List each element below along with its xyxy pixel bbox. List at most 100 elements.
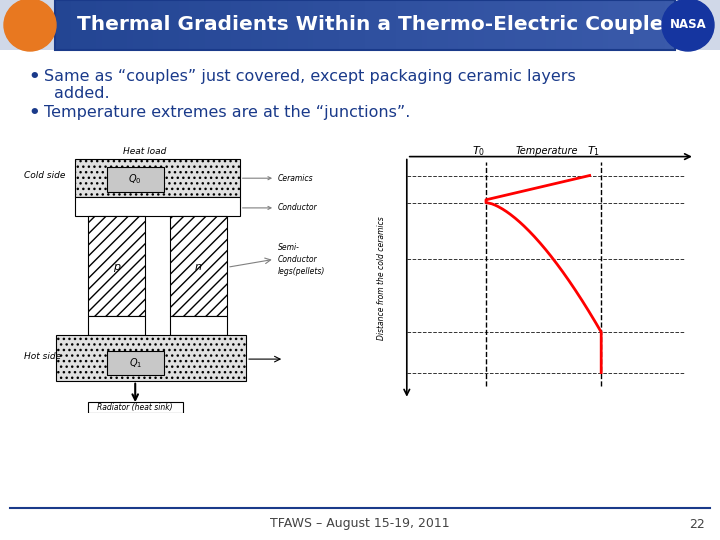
Bar xyxy=(334,0,339,50)
Bar xyxy=(225,0,230,50)
Bar xyxy=(96,0,102,50)
Bar xyxy=(282,0,287,50)
Bar xyxy=(75,159,240,197)
Bar xyxy=(194,0,199,50)
Text: Temperature: Temperature xyxy=(516,146,578,156)
Bar xyxy=(556,0,562,50)
Text: Same as “couples” just covered, except packaging ceramic layers: Same as “couples” just covered, except p… xyxy=(44,70,576,84)
Bar xyxy=(629,0,634,50)
Text: $Q_0$: $Q_0$ xyxy=(128,173,142,186)
Bar xyxy=(608,0,613,50)
Text: p: p xyxy=(112,262,120,272)
Bar xyxy=(55,0,675,50)
Bar xyxy=(453,0,458,50)
Bar xyxy=(458,0,463,50)
Bar xyxy=(170,216,227,316)
Bar xyxy=(344,0,349,50)
Bar xyxy=(184,0,189,50)
Bar xyxy=(88,402,183,413)
Bar xyxy=(437,0,443,50)
Bar xyxy=(230,0,236,50)
Bar xyxy=(236,0,241,50)
Bar xyxy=(102,0,107,50)
Text: Conductor: Conductor xyxy=(243,204,318,212)
Text: NASA: NASA xyxy=(670,18,706,31)
Bar xyxy=(588,0,593,50)
Bar xyxy=(577,0,582,50)
Bar xyxy=(56,335,246,381)
Bar xyxy=(112,0,117,50)
Bar xyxy=(75,197,240,216)
Text: •: • xyxy=(28,68,40,86)
Text: •: • xyxy=(28,104,40,122)
Bar xyxy=(396,0,401,50)
Bar xyxy=(117,0,122,50)
Bar xyxy=(670,0,675,50)
Bar xyxy=(107,0,112,50)
Bar xyxy=(443,0,448,50)
Bar xyxy=(562,0,567,50)
Bar xyxy=(71,0,76,50)
Bar xyxy=(624,0,629,50)
Bar xyxy=(138,0,143,50)
Text: Heat load: Heat load xyxy=(123,147,166,156)
Bar xyxy=(107,351,163,375)
Text: Thermal Gradients Within a Thermo-Electric Couple: Thermal Gradients Within a Thermo-Electr… xyxy=(77,16,663,35)
Bar xyxy=(272,0,277,50)
Bar xyxy=(81,0,86,50)
Bar xyxy=(55,0,60,50)
Bar xyxy=(634,0,639,50)
Bar xyxy=(401,0,406,50)
Bar xyxy=(210,0,215,50)
Bar xyxy=(613,0,618,50)
Bar xyxy=(168,0,174,50)
Text: Hot side: Hot side xyxy=(24,352,61,361)
Bar xyxy=(582,0,588,50)
Bar xyxy=(308,0,313,50)
Bar xyxy=(313,0,318,50)
Bar xyxy=(406,0,412,50)
Bar xyxy=(88,216,145,316)
Text: $T_1$: $T_1$ xyxy=(588,144,600,158)
Bar xyxy=(170,316,227,335)
Bar xyxy=(339,0,344,50)
Bar xyxy=(66,0,71,50)
Bar xyxy=(546,0,551,50)
Bar xyxy=(531,0,536,50)
Bar xyxy=(355,0,360,50)
Bar xyxy=(541,0,546,50)
Bar xyxy=(189,0,194,50)
Bar xyxy=(153,0,158,50)
Text: TFAWS – August 15-19, 2011: TFAWS – August 15-19, 2011 xyxy=(270,517,450,530)
Bar xyxy=(179,0,184,50)
Bar xyxy=(318,0,324,50)
Bar xyxy=(261,0,267,50)
Bar xyxy=(494,0,500,50)
Bar xyxy=(500,0,505,50)
Bar xyxy=(329,0,334,50)
Text: $T_0$: $T_0$ xyxy=(472,144,485,158)
Bar xyxy=(412,0,417,50)
Bar xyxy=(639,0,644,50)
Bar xyxy=(417,0,422,50)
Bar xyxy=(479,0,484,50)
Text: n: n xyxy=(195,262,202,272)
Bar xyxy=(298,0,303,50)
Bar xyxy=(567,0,572,50)
Bar xyxy=(132,0,138,50)
Bar xyxy=(204,0,210,50)
Circle shape xyxy=(662,0,714,51)
Bar xyxy=(644,0,649,50)
Bar xyxy=(91,0,96,50)
Bar xyxy=(277,0,282,50)
Circle shape xyxy=(4,0,56,51)
Text: Temperature extremes are at the “junctions”.: Temperature extremes are at the “junctio… xyxy=(44,105,410,120)
Bar xyxy=(654,0,660,50)
Bar xyxy=(163,0,168,50)
Bar xyxy=(660,0,665,50)
Bar xyxy=(127,0,132,50)
Bar xyxy=(593,0,598,50)
Bar xyxy=(287,0,292,50)
Bar xyxy=(525,0,531,50)
Bar xyxy=(324,0,329,50)
